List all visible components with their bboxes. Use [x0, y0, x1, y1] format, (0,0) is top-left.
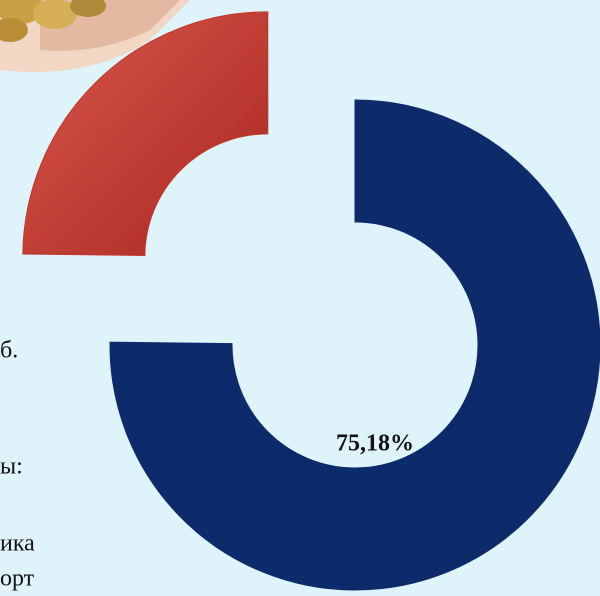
- body-text: ы:: [0, 454, 23, 480]
- donut-segment: [109, 99, 600, 591]
- body-text: б.: [0, 338, 18, 364]
- data-label: 75,18%: [336, 431, 414, 457]
- body-text: ика: [0, 531, 35, 557]
- money-image: [0, 0, 190, 72]
- body-text: орт: [0, 566, 35, 592]
- donut-segment: [22, 11, 269, 256]
